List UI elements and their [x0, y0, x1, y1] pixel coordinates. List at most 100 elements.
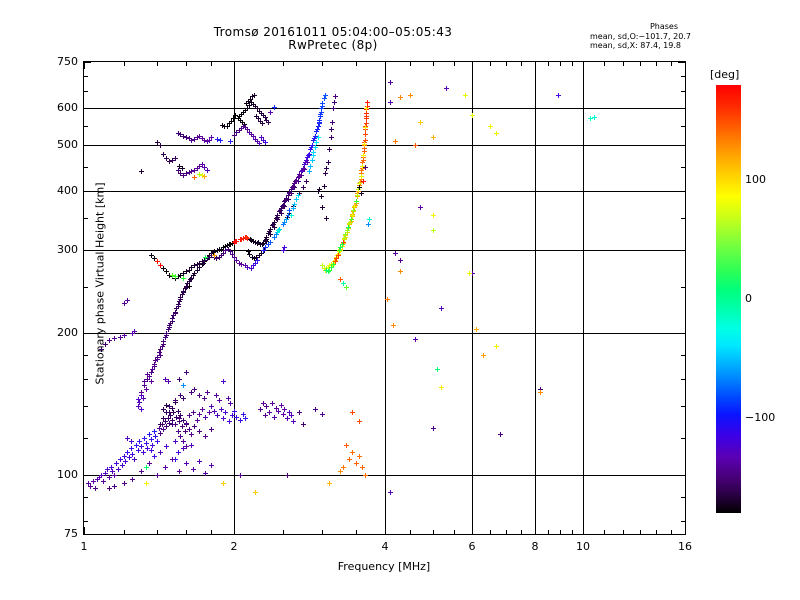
data-point: [204, 167, 210, 173]
data-point: [253, 254, 259, 260]
data-point: [439, 384, 445, 390]
data-point: [294, 197, 300, 203]
colorbar-tick-label: −100: [745, 411, 776, 424]
data-point: [296, 173, 302, 179]
x-axis-tick-label: 4: [381, 540, 389, 553]
data-point: [242, 125, 248, 131]
x-axis-tick: [124, 530, 125, 534]
data-point: [167, 159, 172, 165]
data-point: [363, 164, 369, 170]
data-point: [332, 259, 338, 265]
data-point: [361, 146, 367, 151]
y-axis-tick: [678, 62, 685, 63]
data-point: [408, 92, 413, 98]
data-point: [284, 217, 290, 223]
data-point: [189, 442, 195, 448]
data-point: [209, 463, 215, 468]
data-point: [360, 153, 366, 159]
data-point: [282, 203, 288, 209]
data-point: [292, 180, 298, 186]
data-point: [284, 215, 290, 221]
data-point: [343, 233, 349, 239]
data-point: [145, 446, 151, 452]
data-point: [348, 218, 354, 224]
data-point: [128, 439, 134, 445]
colorbar: [deg] 100 0 −100: [710, 68, 775, 513]
data-point: [303, 158, 309, 164]
data-point: [260, 137, 266, 143]
data-point: [214, 256, 220, 262]
data-point: [137, 399, 143, 405]
y-axis-tick: [84, 91, 88, 92]
data-point: [237, 117, 243, 123]
data-point: [266, 242, 272, 248]
y-axis-tick-label: 100: [57, 468, 78, 481]
data-point: [106, 338, 112, 344]
data-point: [329, 262, 335, 268]
data-point: [252, 239, 258, 245]
data-point: [320, 101, 326, 106]
x-axis-tick: [234, 62, 235, 69]
data-point: [145, 376, 151, 382]
data-point: [178, 434, 184, 439]
data-point: [302, 162, 308, 167]
data-point: [237, 237, 243, 243]
data-point: [168, 413, 174, 418]
data-point: [362, 131, 368, 137]
x-axis-tick: [671, 530, 672, 534]
x-axis-tick: [583, 527, 584, 534]
data-point: [220, 122, 225, 128]
data-point: [346, 225, 351, 231]
data-point: [487, 123, 493, 129]
data-point: [182, 428, 188, 434]
data-point: [148, 370, 154, 376]
data-point: [222, 124, 228, 130]
data-point: [207, 137, 212, 143]
data-point: [316, 119, 322, 125]
data-point: [178, 272, 184, 278]
data-point: [187, 277, 193, 283]
data-point: [358, 174, 364, 179]
data-point: [171, 313, 177, 319]
x-axis-tick: [685, 62, 686, 69]
data-point: [251, 256, 257, 262]
data-point: [351, 209, 357, 215]
data-point: [357, 180, 363, 186]
gridline-horizontal: [84, 475, 685, 476]
x-axis-tick: [623, 62, 624, 66]
data-point: [260, 241, 266, 247]
data-point: [240, 109, 246, 115]
data-point: [154, 357, 160, 363]
data-point: [277, 209, 283, 215]
data-point: [164, 444, 169, 450]
data-point: [299, 167, 305, 173]
data-point: [172, 422, 178, 428]
data-point: [221, 416, 227, 422]
data-point: [347, 457, 353, 463]
data-point: [345, 227, 351, 233]
data-point: [186, 267, 192, 273]
data-point: [285, 212, 291, 218]
data-point: [183, 171, 189, 177]
data-point: [328, 135, 334, 141]
data-point: [209, 427, 215, 433]
x-axis-tick: [490, 62, 491, 66]
data-point: [234, 130, 240, 136]
data-point: [312, 135, 317, 141]
data-point: [230, 413, 236, 418]
data-point: [298, 169, 304, 175]
y-axis-tick-label: 500: [57, 138, 78, 151]
data-point: [334, 253, 340, 259]
data-point: [364, 107, 370, 113]
data-point: [189, 275, 195, 281]
data-point: [194, 417, 200, 423]
data-point: [318, 109, 324, 115]
data-point: [292, 184, 298, 190]
y-axis-tick: [678, 191, 685, 192]
data-point: [138, 392, 144, 398]
x-axis-tick: [356, 530, 357, 534]
y-axis-tick: [84, 108, 91, 109]
data-point: [181, 275, 187, 281]
data-point: [244, 235, 250, 241]
data-point: [248, 99, 254, 105]
